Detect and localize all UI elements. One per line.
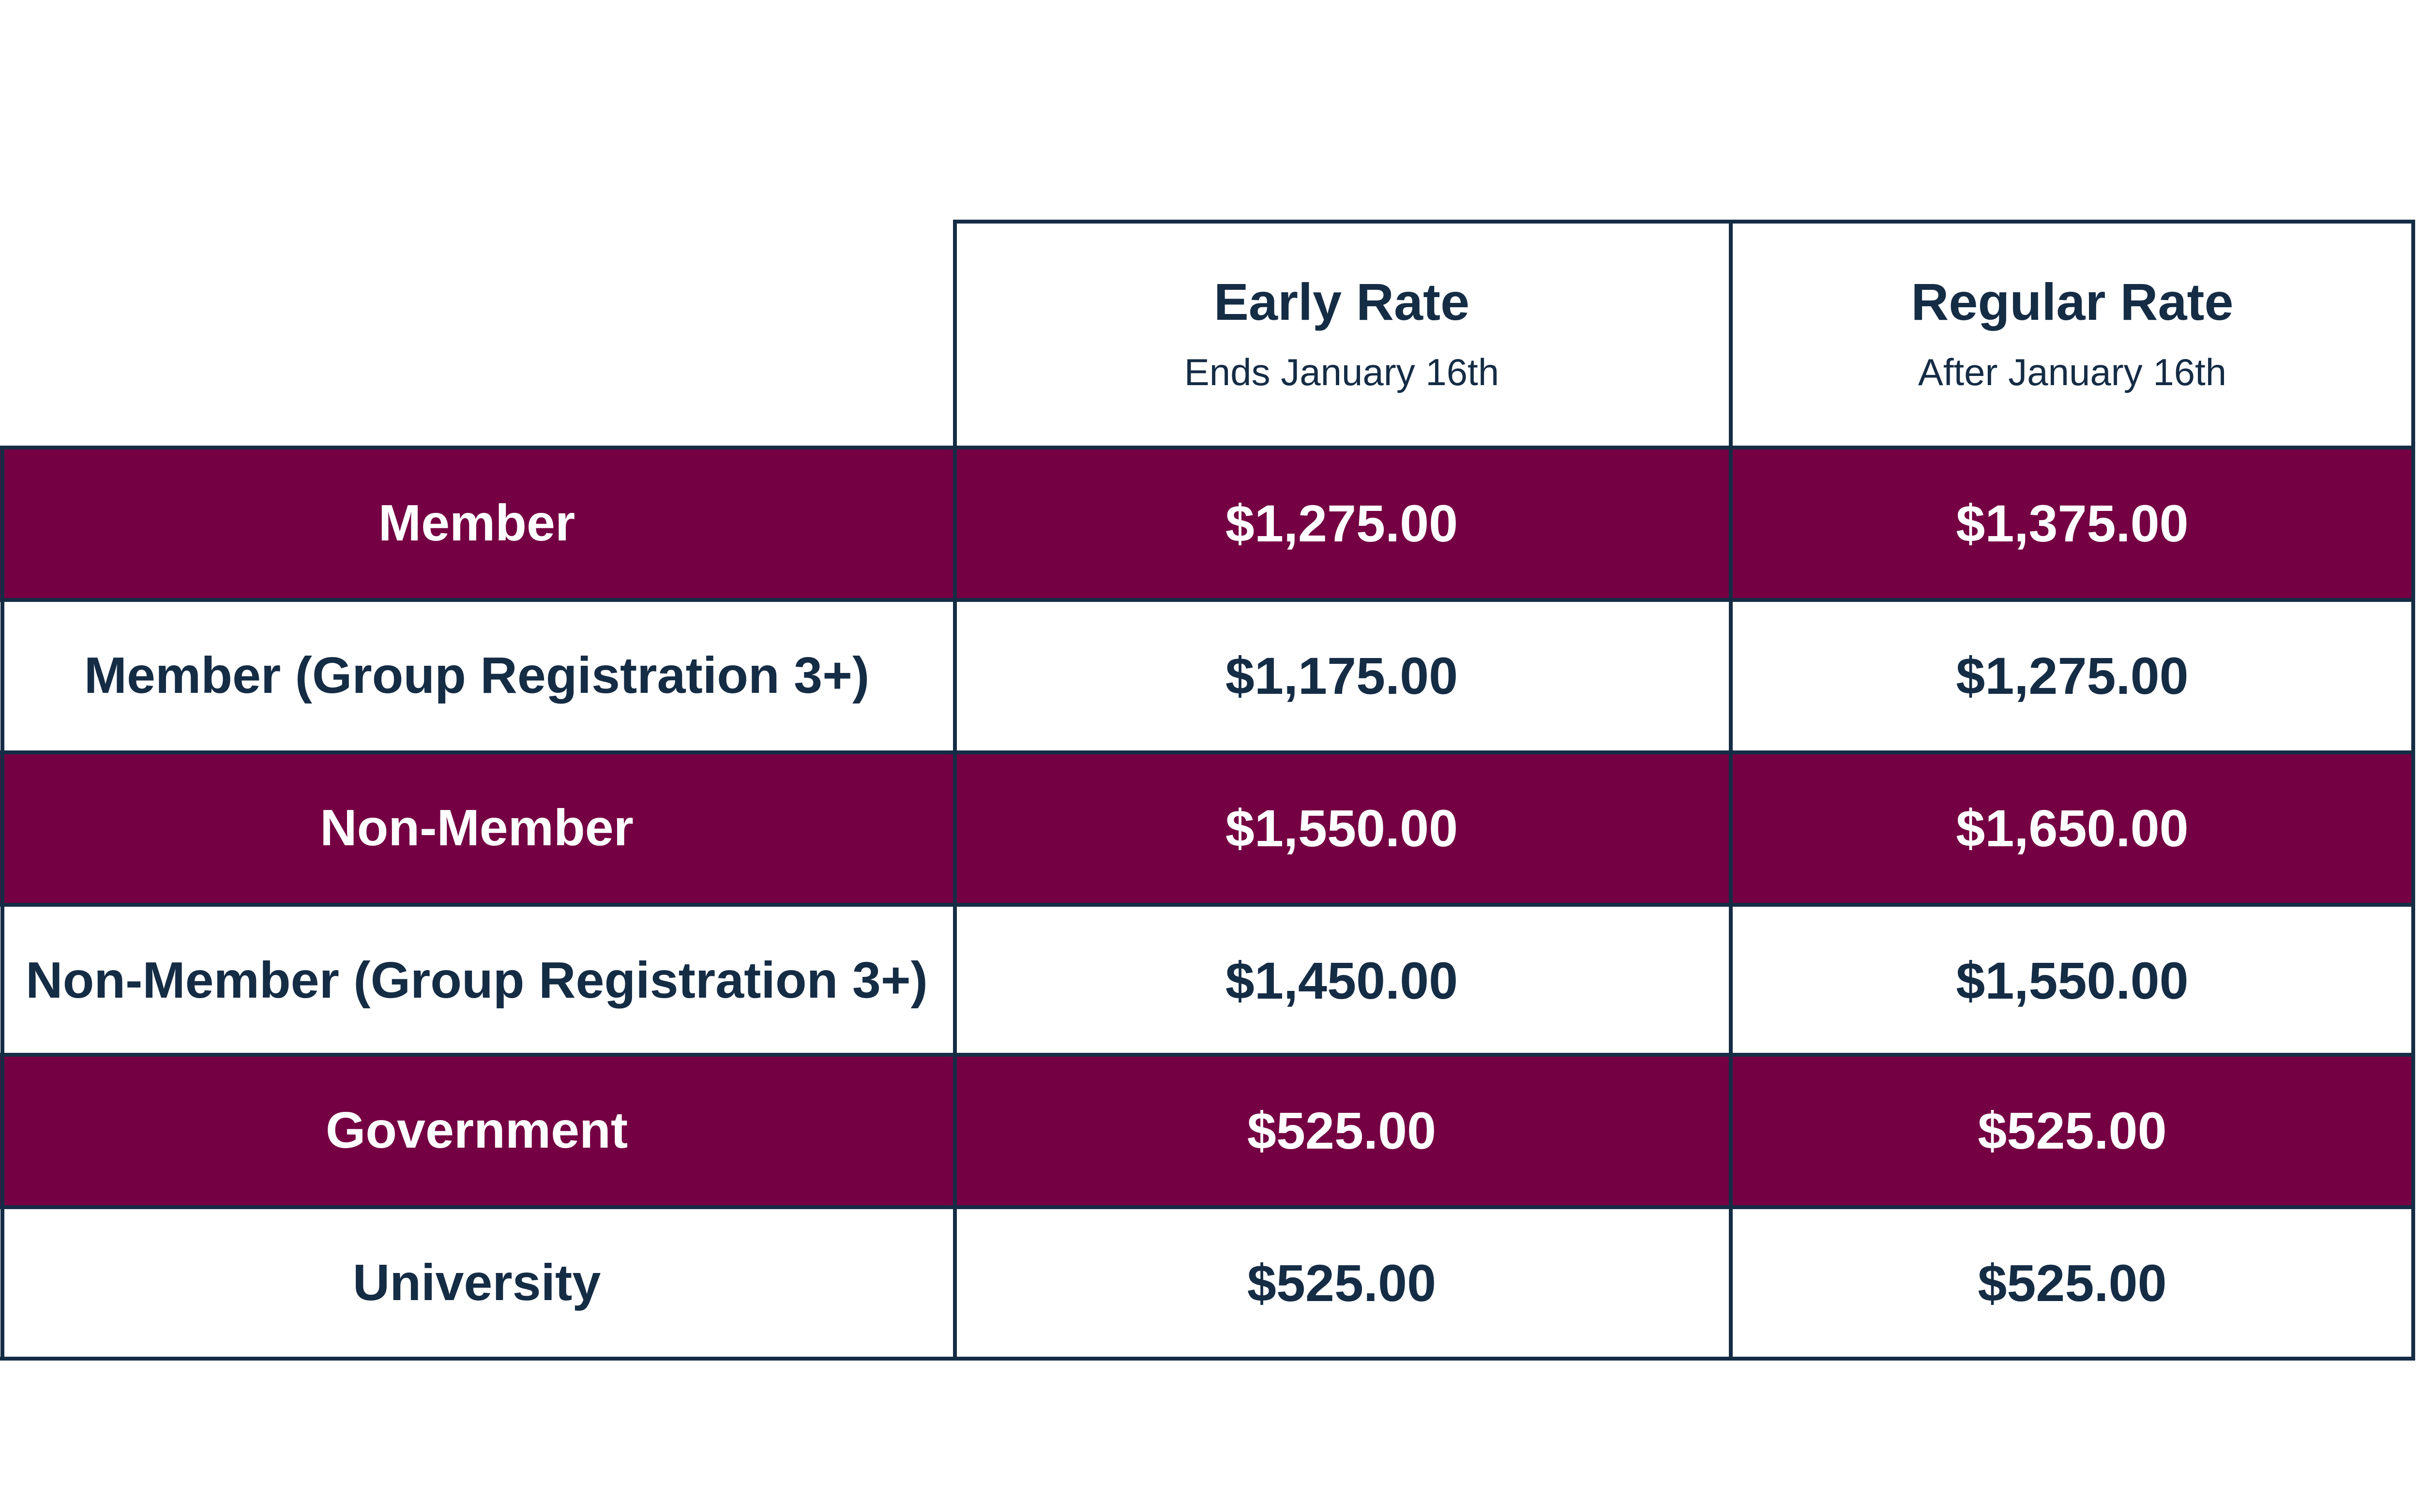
price-value: $1,550.00 bbox=[1225, 799, 1458, 857]
row-label: Non-Member bbox=[320, 799, 634, 856]
price-value: $1,275.00 bbox=[1956, 646, 2189, 705]
row-label: Member (Group Registration 3+) bbox=[84, 647, 870, 704]
price-value: $1,375.00 bbox=[1956, 494, 2189, 553]
price-cell-regular: $525.00 bbox=[1730, 1055, 2415, 1206]
price-cell-regular: $1,550.00 bbox=[1730, 905, 2415, 1056]
price-cell-early: $1,175.00 bbox=[953, 600, 1730, 751]
table-divider bbox=[0, 1053, 2415, 1057]
price-cell-regular: $1,650.00 bbox=[1730, 752, 2415, 904]
table-divider bbox=[953, 220, 2415, 224]
row-label: Member bbox=[378, 494, 575, 552]
price-value: $525.00 bbox=[1978, 1254, 2167, 1312]
price-cell-early: $525.00 bbox=[953, 1055, 1730, 1206]
price-cell-early: $1,450.00 bbox=[953, 905, 1730, 1056]
column-title: Early Rate bbox=[1213, 272, 1470, 331]
row-label-cell: University bbox=[0, 1207, 953, 1359]
price-value: $525.00 bbox=[1247, 1101, 1437, 1160]
header-early-rate: Early Rate Ends January 16th bbox=[953, 220, 1730, 448]
row-label: Non-Member (Group Registration 3+) bbox=[26, 952, 928, 1009]
row-label-cell: Member bbox=[0, 448, 953, 599]
row-label-cell: Non-Member (Group Registration 3+) bbox=[0, 905, 953, 1056]
price-value: $525.00 bbox=[1978, 1101, 2167, 1160]
column-subtitle: Ends January 16th bbox=[1184, 350, 1499, 393]
row-label: University bbox=[352, 1254, 601, 1311]
price-value: $1,550.00 bbox=[1956, 951, 2189, 1010]
table-divider bbox=[0, 1205, 2415, 1209]
table-divider bbox=[0, 1357, 2415, 1361]
table-divider bbox=[0, 448, 4, 1361]
price-value: $1,275.00 bbox=[1225, 494, 1458, 553]
table-divider bbox=[0, 750, 2415, 754]
price-cell-early: $1,550.00 bbox=[953, 752, 1730, 904]
column-subtitle: After January 16th bbox=[1918, 350, 2227, 393]
table-divider bbox=[0, 446, 2415, 449]
price-value: $1,450.00 bbox=[1225, 951, 1458, 1010]
row-label-cell: Non-Member bbox=[0, 752, 953, 904]
row-label-cell: Member (Group Registration 3+) bbox=[0, 600, 953, 751]
header-regular-rate: Regular Rate After January 16th bbox=[1730, 220, 2415, 448]
price-cell-early: $1,275.00 bbox=[953, 448, 1730, 599]
table-divider bbox=[0, 903, 2415, 907]
price-value: $1,650.00 bbox=[1956, 799, 2189, 857]
table-divider bbox=[953, 220, 957, 1361]
price-cell-regular: $1,375.00 bbox=[1730, 448, 2415, 599]
price-cell-regular: $1,275.00 bbox=[1730, 600, 2415, 751]
price-value: $525.00 bbox=[1247, 1254, 1437, 1312]
price-cell-regular: $525.00 bbox=[1730, 1207, 2415, 1359]
table-divider bbox=[2411, 220, 2415, 1361]
column-title: Regular Rate bbox=[1911, 272, 2234, 331]
row-label: Government bbox=[325, 1102, 628, 1159]
price-cell-early: $525.00 bbox=[953, 1207, 1730, 1359]
table-divider bbox=[1729, 220, 1733, 1361]
price-value: $1,175.00 bbox=[1225, 646, 1458, 705]
table-divider bbox=[0, 598, 2415, 602]
row-label-cell: Government bbox=[0, 1055, 953, 1206]
